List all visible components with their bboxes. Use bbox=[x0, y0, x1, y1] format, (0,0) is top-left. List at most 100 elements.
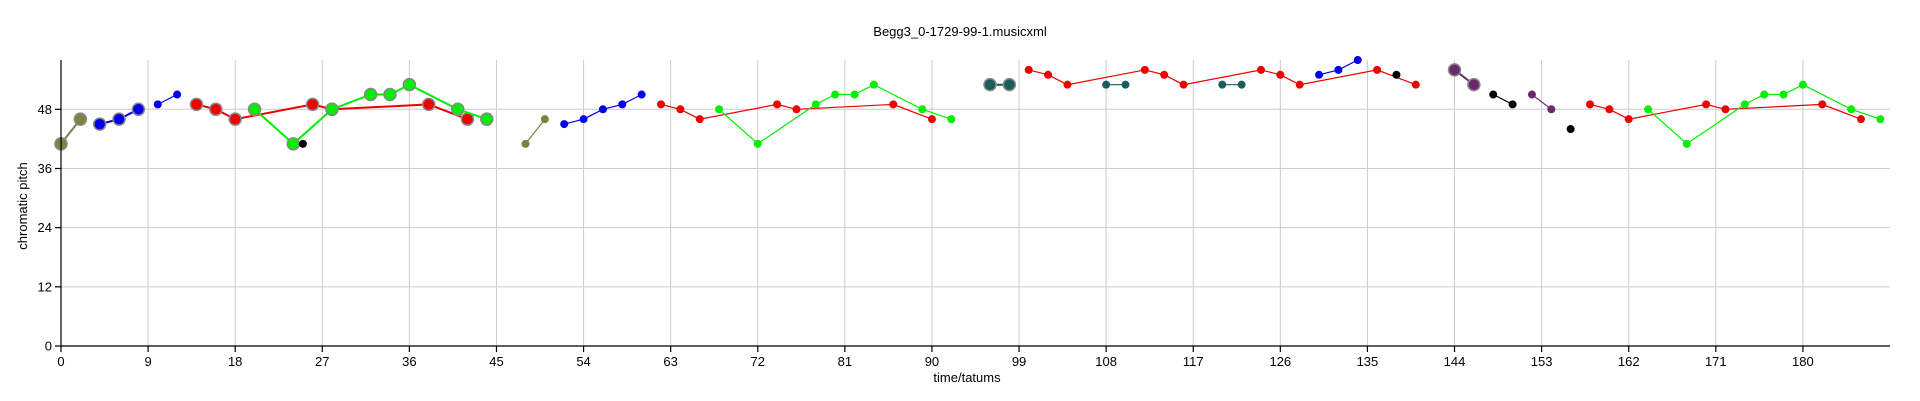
x-tick-label: 135 bbox=[1357, 354, 1379, 369]
x-tick-label: 153 bbox=[1531, 354, 1553, 369]
x-tick-label: 63 bbox=[663, 354, 677, 369]
note-point bbox=[1063, 80, 1072, 89]
series-line bbox=[1647, 84, 1881, 145]
note-point bbox=[1121, 80, 1130, 89]
series-black bbox=[1392, 70, 1401, 79]
grid bbox=[60, 60, 1890, 347]
note-point bbox=[1847, 105, 1856, 114]
note-point bbox=[918, 105, 927, 114]
note-point bbox=[983, 77, 997, 92]
note-point bbox=[383, 87, 397, 102]
x-axis-label: time/tatums bbox=[933, 370, 1001, 385]
note-point bbox=[189, 97, 204, 112]
note-point bbox=[869, 80, 878, 89]
note-point bbox=[1044, 70, 1053, 79]
note-point bbox=[451, 102, 465, 117]
x-tick-label: 90 bbox=[925, 354, 939, 369]
y-tick-label: 12 bbox=[38, 279, 52, 294]
note-point bbox=[1586, 100, 1595, 109]
series-purple bbox=[1447, 63, 1481, 92]
note-point bbox=[618, 100, 627, 109]
x-tick-label: 162 bbox=[1618, 354, 1640, 369]
note-point bbox=[579, 115, 588, 124]
note-point bbox=[305, 97, 320, 112]
series-green bbox=[247, 77, 494, 151]
series-black bbox=[1489, 90, 1517, 109]
note-point bbox=[1798, 80, 1807, 89]
note-point bbox=[1024, 65, 1033, 74]
series-line bbox=[525, 118, 546, 145]
note-point bbox=[1140, 65, 1149, 74]
axes: 0 9 18 27 36 45 54 63 72 81 90 99 108 117 126 135 144 153… bbox=[38, 60, 1890, 369]
note-point bbox=[773, 100, 782, 109]
note-point bbox=[153, 100, 162, 109]
x-tick-label: 99 bbox=[1012, 354, 1026, 369]
series-red bbox=[1586, 100, 1865, 124]
note-point bbox=[480, 112, 494, 126]
note-point bbox=[1527, 90, 1536, 99]
series-teal bbox=[1218, 80, 1246, 89]
note-point bbox=[173, 90, 182, 99]
x-tick-label: 117 bbox=[1183, 354, 1204, 369]
note-point bbox=[1818, 100, 1827, 109]
series-blue bbox=[153, 90, 182, 109]
note-point bbox=[1467, 77, 1481, 92]
x-tick-label: 36 bbox=[402, 354, 416, 369]
y-tick-label: 24 bbox=[38, 220, 52, 235]
series-red bbox=[1024, 65, 1420, 89]
series-blue bbox=[92, 102, 146, 131]
x-tick-label: 81 bbox=[838, 354, 852, 369]
note-point bbox=[112, 112, 126, 126]
x-tick-label: 180 bbox=[1792, 354, 1814, 369]
note-point bbox=[889, 100, 898, 109]
x-tick-label: 9 bbox=[144, 354, 151, 369]
note-point bbox=[1605, 105, 1614, 114]
x-tick-label: 144 bbox=[1444, 354, 1466, 369]
note-point bbox=[73, 112, 88, 126]
note-point bbox=[695, 115, 704, 124]
note-point bbox=[1411, 80, 1420, 89]
note-point bbox=[811, 100, 820, 109]
note-point bbox=[1740, 100, 1749, 109]
note-point bbox=[1160, 70, 1169, 79]
series-line bbox=[718, 84, 952, 145]
note-point bbox=[1566, 125, 1575, 134]
note-point bbox=[286, 137, 301, 151]
x-tick-label: 18 bbox=[228, 354, 242, 369]
note-point bbox=[792, 105, 801, 114]
x-tick-label: 108 bbox=[1095, 354, 1117, 369]
note-point bbox=[1179, 80, 1188, 89]
series-line bbox=[253, 83, 488, 146]
note-point bbox=[560, 120, 569, 129]
note-point bbox=[1447, 63, 1462, 77]
series-line bbox=[1531, 94, 1552, 110]
data-series bbox=[54, 56, 1885, 151]
note-point bbox=[676, 105, 685, 114]
note-point bbox=[1334, 65, 1343, 74]
note-point bbox=[656, 100, 665, 109]
series-red bbox=[656, 100, 936, 124]
note-point bbox=[228, 112, 242, 126]
note-point bbox=[598, 105, 607, 114]
note-point bbox=[209, 102, 223, 117]
note-point bbox=[1760, 90, 1769, 99]
note-point bbox=[850, 90, 859, 99]
note-point bbox=[1508, 100, 1517, 109]
note-point bbox=[1489, 90, 1498, 99]
series-black bbox=[1566, 125, 1575, 134]
series-blue bbox=[1315, 56, 1362, 79]
series-green bbox=[715, 80, 956, 148]
note-point bbox=[521, 139, 530, 148]
note-point bbox=[131, 102, 146, 117]
x-tick-label: 54 bbox=[576, 354, 590, 369]
y-tick-label: 48 bbox=[38, 102, 52, 117]
series-olive bbox=[521, 115, 549, 148]
note-point bbox=[1702, 100, 1711, 109]
note-point bbox=[1218, 80, 1227, 89]
note-point bbox=[1682, 139, 1691, 148]
series-olive bbox=[54, 112, 88, 151]
series-blue bbox=[560, 90, 646, 129]
note-point bbox=[247, 102, 262, 117]
x-tick-label: 126 bbox=[1269, 354, 1291, 369]
